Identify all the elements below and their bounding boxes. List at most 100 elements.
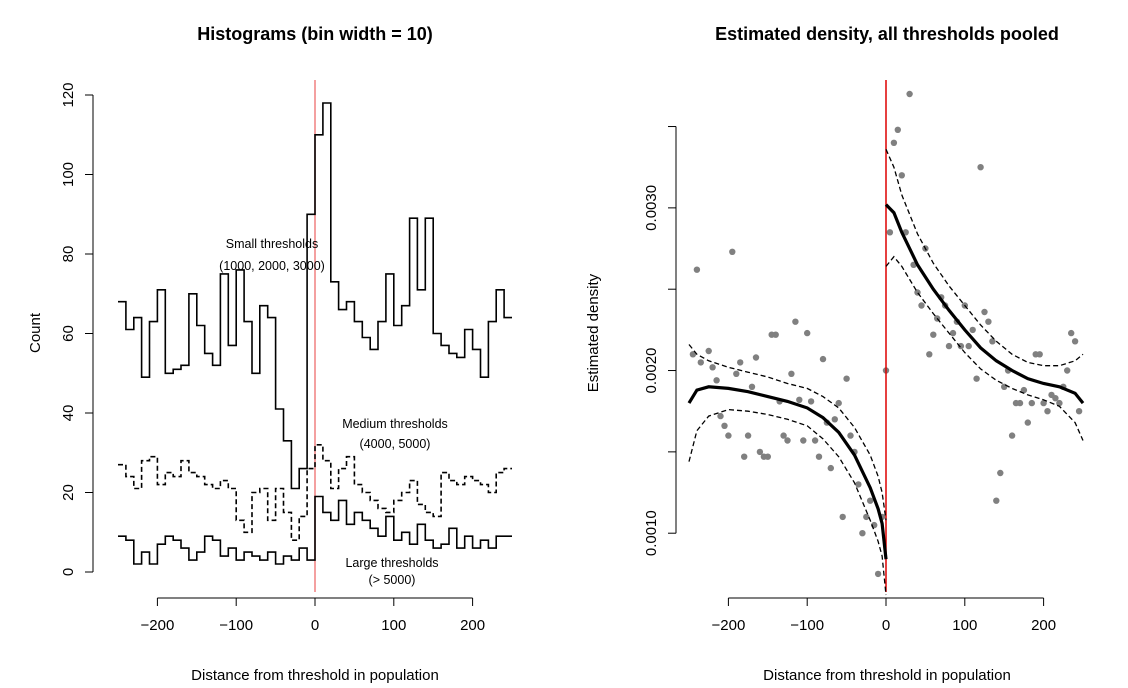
density-ci-left-lower (688, 408, 887, 596)
density-point (918, 302, 925, 309)
density-point (886, 229, 894, 236)
density-point (764, 453, 771, 460)
density-point (969, 326, 976, 334)
density-point (1075, 408, 1083, 415)
density-point (725, 432, 732, 439)
density-point (977, 164, 984, 171)
annotation-medium-line1: Medium thresholds (342, 417, 448, 431)
density-fit-left (687, 385, 888, 560)
histogram-title: Histograms (bin width = 10) (197, 24, 433, 44)
density-point (748, 383, 756, 390)
histogram-x-axis-label: Distance from threshold in population (191, 667, 439, 684)
density-point (949, 329, 957, 337)
annotation-large-line1: Large thresholds (345, 556, 438, 570)
histogram-panel: Histograms (bin width = 10) Distance fro… (27, 24, 512, 684)
density-y-axis-label: Estimated density (585, 273, 602, 392)
histogram-series-0 (118, 102, 512, 490)
density-point (1001, 383, 1008, 390)
density-point (729, 248, 736, 255)
density-point (835, 399, 842, 407)
density-point (804, 329, 811, 337)
density-point (737, 359, 744, 366)
density-point (807, 398, 815, 405)
density-point (709, 364, 716, 371)
density-fit-right (884, 203, 1085, 405)
density-point (705, 347, 712, 355)
density-point (721, 422, 728, 429)
density-point (784, 437, 791, 444)
density-point (906, 90, 913, 98)
density-point (957, 342, 965, 350)
density-x-tick-label: −200 (712, 617, 746, 634)
density-point (689, 351, 697, 358)
density-point (713, 377, 720, 384)
density-point (756, 448, 764, 456)
histogram-y-tick-label: 60 (60, 325, 77, 342)
density-point (926, 351, 933, 358)
annotation-small-line1: Small thresholds (226, 237, 318, 251)
density-point (898, 172, 905, 179)
density-point (867, 497, 874, 504)
density-point (796, 396, 803, 403)
histogram-y-axis-label: Count (27, 312, 44, 353)
density-point (930, 331, 937, 338)
density-point (859, 530, 866, 537)
density-point (890, 139, 898, 146)
histogram-series-group (118, 80, 512, 592)
density-point (827, 464, 834, 472)
density-point (847, 432, 854, 439)
density-point (993, 497, 1000, 504)
density-point (989, 338, 996, 345)
density-point (997, 469, 1004, 477)
density-point (1071, 338, 1079, 345)
density-point (1020, 386, 1028, 394)
density-point (800, 437, 807, 444)
density-point (1056, 399, 1063, 407)
density-point (863, 513, 870, 521)
histogram-x-tick-label: 200 (460, 617, 485, 634)
density-y-ticks: 0.0010 0.0020 0.0030 (643, 126, 677, 556)
density-lines-group (687, 80, 1085, 596)
density-point (831, 416, 838, 423)
density-title: Estimated density, all thresholds pooled (715, 24, 1059, 44)
density-point (780, 432, 787, 439)
annotation-large-line2: (> 5000) (369, 573, 416, 587)
density-point (894, 126, 901, 133)
density-point (1008, 432, 1016, 439)
histogram-y-tick-label: 100 (60, 162, 77, 187)
density-x-tick-label: 200 (1031, 617, 1056, 634)
density-x-tick-label: 0 (882, 617, 890, 634)
density-point (788, 370, 795, 377)
histogram-x-tick-label: 0 (311, 617, 319, 634)
density-point (1068, 329, 1075, 337)
density-point (752, 354, 760, 361)
histogram-y-tick-label: 120 (60, 82, 77, 107)
density-point (973, 375, 980, 382)
density-point (697, 359, 704, 366)
density-point (843, 375, 850, 382)
density-panel: Estimated density, all thresholds pooled… (585, 24, 1085, 684)
histogram-y-tick-label: 20 (60, 484, 77, 501)
density-x-ticks: −200 −100 0 100 200 (712, 597, 1056, 634)
density-point (1040, 399, 1047, 407)
histogram-x-tick-label: −100 (219, 617, 253, 634)
density-point (1036, 351, 1043, 358)
density-point (1028, 399, 1036, 407)
density-y-tick-label: 0.0010 (643, 510, 660, 556)
histogram-x-tick-label: −200 (141, 617, 175, 634)
density-point (717, 412, 724, 420)
density-ci-right-lower (885, 255, 1084, 441)
density-point (693, 266, 701, 273)
density-point (819, 355, 827, 363)
histogram-x-ticks: −200 −100 0 100 200 (141, 597, 485, 634)
histogram-y-tick-label: 40 (60, 405, 77, 422)
histogram-y-ticks: 0 20 40 60 80 100 120 (60, 82, 94, 576)
histogram-y-tick-label: 0 (60, 568, 77, 576)
density-point (733, 370, 740, 377)
density-point (1016, 399, 1024, 407)
histogram-x-tick-label: 100 (381, 617, 406, 634)
annotation-medium-line2: (4000, 5000) (360, 437, 431, 451)
density-ci-right-upper (885, 149, 1084, 367)
density-point (811, 437, 819, 444)
